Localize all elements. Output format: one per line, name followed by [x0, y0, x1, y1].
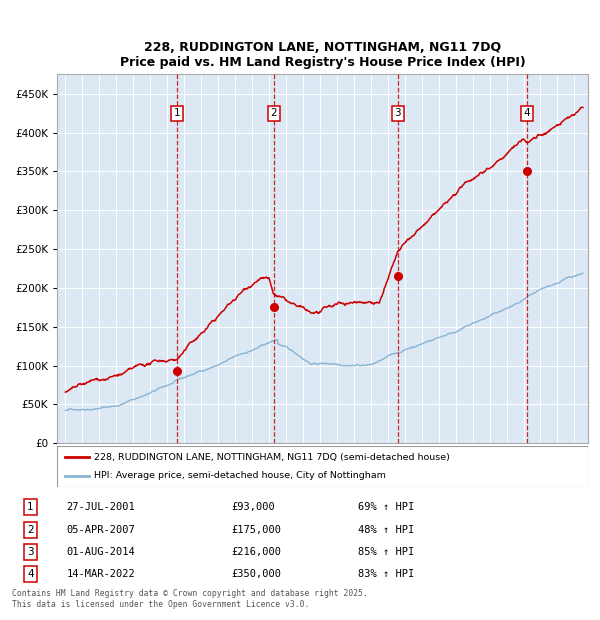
- Text: £350,000: £350,000: [231, 569, 281, 579]
- Title: 228, RUDDINGTON LANE, NOTTINGHAM, NG11 7DQ
Price paid vs. HM Land Registry's Hou: 228, RUDDINGTON LANE, NOTTINGHAM, NG11 7…: [119, 41, 526, 69]
- Text: 228, RUDDINGTON LANE, NOTTINGHAM, NG11 7DQ (semi-detached house): 228, RUDDINGTON LANE, NOTTINGHAM, NG11 7…: [94, 453, 450, 462]
- Text: 85% ↑ HPI: 85% ↑ HPI: [358, 547, 414, 557]
- Text: 4: 4: [27, 569, 34, 579]
- Text: Contains HM Land Registry data © Crown copyright and database right 2025.
This d: Contains HM Land Registry data © Crown c…: [12, 590, 368, 609]
- Text: 4: 4: [524, 108, 530, 118]
- Text: 83% ↑ HPI: 83% ↑ HPI: [358, 569, 414, 579]
- Text: 01-AUG-2014: 01-AUG-2014: [67, 547, 136, 557]
- Text: £216,000: £216,000: [231, 547, 281, 557]
- Text: £175,000: £175,000: [231, 525, 281, 535]
- Text: 48% ↑ HPI: 48% ↑ HPI: [358, 525, 414, 535]
- Text: HPI: Average price, semi-detached house, City of Nottingham: HPI: Average price, semi-detached house,…: [94, 471, 386, 480]
- Text: 14-MAR-2022: 14-MAR-2022: [67, 569, 136, 579]
- Text: 2: 2: [271, 108, 277, 118]
- Text: 2: 2: [27, 525, 34, 535]
- Text: £93,000: £93,000: [231, 502, 275, 512]
- FancyBboxPatch shape: [57, 446, 588, 487]
- Text: 3: 3: [27, 547, 34, 557]
- Text: 69% ↑ HPI: 69% ↑ HPI: [358, 502, 414, 512]
- Text: 27-JUL-2001: 27-JUL-2001: [67, 502, 136, 512]
- Text: 1: 1: [27, 502, 34, 512]
- Text: 05-APR-2007: 05-APR-2007: [67, 525, 136, 535]
- Text: 1: 1: [173, 108, 180, 118]
- Text: 3: 3: [394, 108, 401, 118]
